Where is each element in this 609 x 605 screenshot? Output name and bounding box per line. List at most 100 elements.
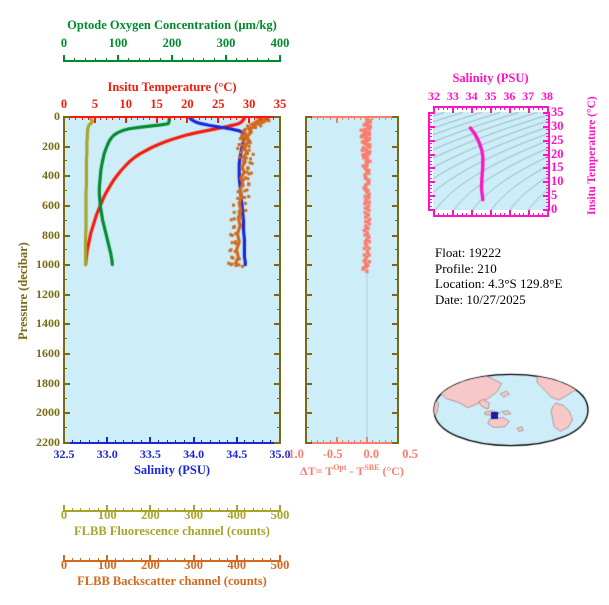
axis-tick-label: 0 [60, 508, 68, 522]
axis-minor-tick [218, 440, 220, 444]
salinity-tick-labels: 32.5 33.0 33.5 34.0 34.5 35.0 [54, 447, 291, 461]
axis-minor-tick [180, 116, 182, 120]
axis-tick [63, 555, 65, 562]
axis-minor-tick [395, 338, 399, 340]
axis-tick-label: 200 [42, 138, 60, 153]
axis-tick-label: 37 [522, 89, 535, 103]
axis-minor-tick [97, 440, 99, 444]
axis-tick [305, 442, 312, 444]
axis-tick [547, 106, 549, 113]
axis-minor-tick [461, 213, 463, 217]
axis-tick [274, 234, 281, 237]
axis-tick [117, 55, 119, 62]
axis-tick-label: 400 [227, 508, 247, 522]
axis-minor-tick [546, 177, 550, 179]
axis-tick-label: 20 [181, 97, 194, 111]
axis-minor-tick [209, 440, 211, 444]
axis-tick-label: 600 [42, 197, 60, 212]
axis-minor-tick [277, 160, 281, 162]
oxygen-axis-title: Optode Oxygen Concentration (µm/kg) [67, 18, 277, 32]
fluorescence-tick-labels: 0 100 200 300 400 500 [61, 508, 290, 522]
axis-tick [63, 382, 70, 385]
axis-minor-tick [114, 440, 116, 444]
axis-minor-tick [372, 440, 374, 444]
axis-tick [392, 234, 399, 237]
axis-tick [433, 106, 435, 113]
axis-minor-tick [360, 116, 362, 120]
axis-tick [274, 204, 281, 207]
axis-minor-tick [428, 170, 432, 172]
axis-minor-tick [305, 308, 309, 310]
axis-minor-tick [175, 558, 177, 562]
axis-minor-tick [546, 143, 550, 145]
axis-minor-tick [183, 508, 185, 512]
axis-tick [149, 437, 152, 444]
axis-minor-tick [480, 213, 482, 217]
axis-minor-tick [158, 508, 160, 512]
axis-minor-tick [354, 116, 356, 120]
axis-tick-label: 0.5 [402, 447, 418, 461]
axis-tick-label: 33.0 [96, 447, 118, 461]
delta-t-tick-labels: -1.0 -0.5 0.0 0.5 [284, 447, 418, 461]
metadata-date-row: Date: 10/27/2025 [435, 292, 562, 308]
axis-tick [305, 204, 312, 207]
axis-tick [106, 437, 109, 444]
axis-tick [235, 505, 238, 512]
axis-minor-tick [270, 508, 272, 512]
axis-tick [305, 293, 312, 296]
axis-minor-tick [546, 160, 550, 162]
axis-tick [171, 55, 173, 62]
axis-minor-tick [428, 177, 432, 179]
pressure-axis-title: Pressure (decibar) [16, 242, 30, 340]
axis-tick [392, 175, 399, 178]
axis-minor-tick [227, 440, 229, 444]
axis-minor-tick [395, 279, 399, 280]
axis-tick [305, 175, 312, 178]
axis-tick-label: 33.5 [139, 447, 161, 461]
axis-minor-tick [395, 397, 399, 399]
axis-minor-tick [80, 508, 82, 512]
axis-minor-tick [546, 132, 550, 134]
axis-minor-tick [504, 213, 506, 217]
axis-tick [274, 116, 281, 118]
axis-minor-tick [218, 558, 220, 562]
axis-minor-tick [428, 202, 432, 204]
axis-minor-tick [475, 213, 477, 217]
profile-value: 210 [477, 260, 497, 276]
axis-minor-tick [175, 508, 177, 512]
axis-minor-tick [272, 116, 274, 120]
axis-minor-tick [149, 116, 151, 120]
axis-minor-tick [546, 163, 550, 165]
axis-minor-tick [71, 440, 73, 444]
axis-minor-tick [132, 440, 134, 444]
axis-tick [149, 505, 152, 512]
axis-minor-tick [494, 213, 496, 217]
axis-tick [186, 116, 189, 123]
axis-minor-tick [140, 440, 142, 444]
axis-tick-label: 0.0 [363, 447, 380, 461]
axis-minor-tick [428, 184, 432, 186]
axis-tick [471, 210, 473, 217]
axis-minor-tick [277, 308, 281, 310]
axis-minor-tick [84, 58, 86, 62]
axis-tick [235, 437, 238, 444]
axis-tick-label: 100 [108, 36, 128, 50]
axis-tick-label: 0 [60, 97, 68, 111]
axis-tick [543, 167, 550, 170]
axis-tick-label: 10 [551, 174, 564, 189]
axis-tick [305, 412, 312, 415]
axis-minor-tick [546, 188, 550, 190]
axis-tick-label: 34.5 [226, 447, 248, 461]
axis-minor-tick [485, 213, 487, 217]
axis-minor-tick [437, 106, 439, 110]
axis-minor-tick [546, 136, 550, 138]
axis-minor-tick [63, 190, 67, 192]
axis-tick [366, 116, 369, 123]
profile-curves [63, 116, 280, 443]
axis-minor-tick [132, 558, 134, 562]
axis-minor-tick [428, 143, 432, 145]
axis-minor-tick [114, 508, 116, 512]
axis-tick [124, 116, 127, 123]
axis-minor-tick [323, 116, 325, 120]
axis-minor-tick [161, 116, 163, 120]
